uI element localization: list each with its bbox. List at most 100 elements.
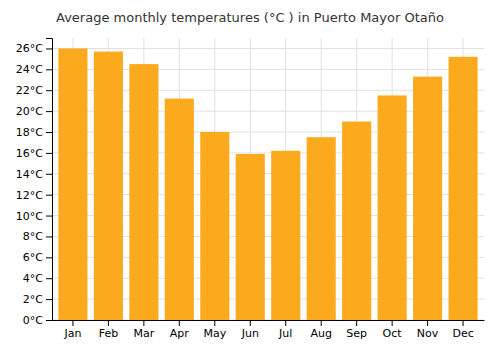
bar <box>271 151 300 320</box>
y-axis-line <box>46 39 53 321</box>
y-tick: 8°C <box>23 230 52 243</box>
y-tick-label: 18°C <box>16 126 43 139</box>
x-tick-label: Apr <box>170 327 190 340</box>
x-tick-mark <box>392 320 393 326</box>
y-tick: 16°C <box>16 147 52 160</box>
y-tick-label: 2°C <box>23 293 43 306</box>
x-tick-mark <box>72 320 73 326</box>
x-tick: Aug <box>310 320 331 340</box>
y-tick-label: 24°C <box>16 63 43 76</box>
y-axis: 0°C 2°C 4°C 6°C 8°C 10°C 12°C 14°C 16°C 18°C 20°C 2… <box>16 39 53 328</box>
y-tick-label: 12°C <box>16 189 43 202</box>
x-tick-mark <box>356 320 357 326</box>
x-tick-mark <box>285 320 286 326</box>
x-tick-label: Jul <box>278 327 292 340</box>
x-axis-line <box>53 320 485 321</box>
y-tick-mark <box>46 216 52 217</box>
y-tick-label: 0°C <box>23 314 43 327</box>
y-tick: 24°C <box>16 63 52 76</box>
x-tick-mark <box>179 320 180 326</box>
x-tick-label: Oct <box>383 327 403 340</box>
y-tick-label: 20°C <box>16 105 43 118</box>
x-tick-mark <box>108 320 109 326</box>
y-tick-mark <box>46 132 52 133</box>
x-tick-label: Sep <box>346 327 367 340</box>
x-tick: Oct <box>383 320 403 340</box>
x-tick: Jul <box>278 320 292 340</box>
y-tick-mark <box>46 299 52 300</box>
x-tick-mark <box>427 320 428 326</box>
bar <box>58 48 87 320</box>
y-tick-mark <box>46 153 52 154</box>
x-tick: Nov <box>417 320 439 340</box>
x-tick-mark <box>321 320 322 326</box>
bar <box>94 52 123 320</box>
x-tick-label: Nov <box>417 327 439 340</box>
plot: Jan Feb Mar Apr May Jun Jul Aug Sep Oct Nov Dec 0°C 2… <box>16 38 485 340</box>
x-tick-mark <box>463 320 464 326</box>
x-tick: Jan <box>63 320 81 340</box>
y-tick-mark <box>46 90 52 91</box>
x-tick: Mar <box>133 320 154 340</box>
y-tick: 12°C <box>16 189 52 202</box>
x-tick: Apr <box>170 320 190 340</box>
bar <box>200 132 229 320</box>
y-tick: 10°C <box>16 210 52 223</box>
y-tick-label: 26°C <box>16 42 43 55</box>
x-tick-mark <box>250 320 251 326</box>
x-tick-mark <box>143 320 144 326</box>
x-tick: May <box>203 320 226 340</box>
bar <box>236 154 265 320</box>
x-tick: Sep <box>346 320 367 340</box>
x-tick: Dec <box>452 320 473 340</box>
y-tick: 18°C <box>16 126 52 139</box>
x-tick-label: Aug <box>310 327 331 340</box>
y-tick-label: 22°C <box>16 84 43 97</box>
bars <box>58 48 477 320</box>
y-tick: 4°C <box>23 272 52 285</box>
y-tick-label: 14°C <box>16 168 43 181</box>
bar <box>165 99 194 320</box>
y-tick: 14°C <box>16 168 52 181</box>
bar <box>413 77 442 320</box>
grid <box>52 38 484 320</box>
x-tick-label: Dec <box>452 327 473 340</box>
y-tick: 0°C <box>23 314 52 327</box>
y-tick-label: 8°C <box>23 230 43 243</box>
x-axis: Jan Feb Mar Apr May Jun Jul Aug Sep Oct Nov Dec <box>53 320 485 340</box>
y-tick: 20°C <box>16 105 52 118</box>
bar <box>129 64 158 320</box>
y-tick: 2°C <box>23 293 52 306</box>
y-tick: 26°C <box>16 42 52 55</box>
chart: Jan Feb Mar Apr May Jun Jul Aug Sep Oct Nov Dec 0°C 2… <box>0 0 500 350</box>
x-tick-label: May <box>203 327 226 340</box>
y-tick-mark <box>46 111 52 112</box>
bar <box>342 122 371 320</box>
x-tick-label: Feb <box>99 327 118 340</box>
y-tick-label: 6°C <box>23 251 43 264</box>
title: Average monthly temperatures (°C ) in Pu… <box>56 10 444 25</box>
y-tick: 22°C <box>16 84 52 97</box>
x-tick-label: Mar <box>133 327 154 340</box>
y-grid-line <box>52 48 484 49</box>
x-tick-label: Jun <box>241 327 259 340</box>
x-tick: Feb <box>99 320 118 340</box>
y-tick-mark <box>46 278 52 279</box>
y-tick-mark <box>46 174 52 175</box>
bar <box>449 57 478 320</box>
y-tick-mark <box>46 195 52 196</box>
y-tick-label: 10°C <box>16 210 43 223</box>
x-tick-mark <box>214 320 215 326</box>
bar <box>307 137 336 320</box>
y-tick-mark <box>46 69 52 70</box>
y-tick-label: 4°C <box>23 272 43 285</box>
y-tick-mark <box>46 257 52 258</box>
y-tick: 6°C <box>23 251 52 264</box>
y-tick-label: 16°C <box>16 147 43 160</box>
x-tick-label: Jan <box>63 327 81 340</box>
y-tick-mark <box>46 236 52 237</box>
y-tick-mark <box>46 320 52 321</box>
bar <box>378 95 407 320</box>
x-tick: Jun <box>241 320 259 340</box>
y-tick-mark <box>46 48 52 49</box>
